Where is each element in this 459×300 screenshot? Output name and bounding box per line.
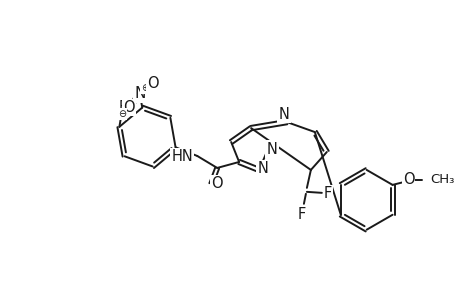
- Text: N: N: [278, 106, 289, 122]
- Text: HN: HN: [171, 149, 193, 164]
- Text: O: O: [123, 100, 134, 115]
- Text: O: O: [211, 176, 223, 191]
- Text: F: F: [323, 186, 331, 201]
- Text: F: F: [118, 100, 126, 116]
- Text: O: O: [402, 172, 414, 188]
- Text: N: N: [134, 86, 145, 101]
- Text: ⊕: ⊕: [140, 83, 149, 93]
- Text: N: N: [266, 142, 277, 157]
- Text: O: O: [147, 76, 158, 92]
- Text: N: N: [257, 161, 268, 176]
- Text: ⊖: ⊖: [118, 109, 126, 119]
- Text: F: F: [297, 207, 305, 222]
- Text: CH₃: CH₃: [430, 173, 454, 186]
